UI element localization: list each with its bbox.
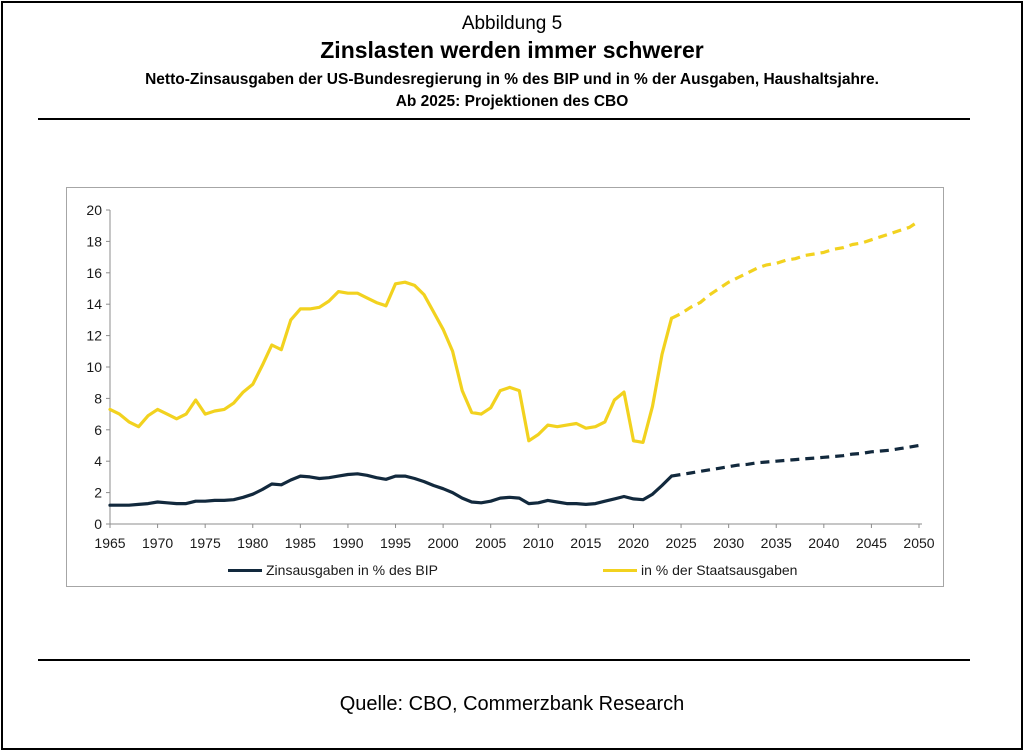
chart-subtitle-line2: Ab 2025: Projektionen des CBO: [395, 93, 629, 110]
x-tick-label: 1995: [380, 535, 411, 551]
x-tick-label: 2030: [713, 535, 744, 551]
x-tick-label: 2005: [475, 535, 506, 551]
x-tick-label: 1990: [332, 535, 363, 551]
x-tick-label: 2000: [428, 535, 459, 551]
series-line-1-historical: [108, 280, 674, 444]
y-tick-label: 2: [94, 485, 102, 501]
x-tick-label: 2020: [618, 535, 649, 551]
x-tick-label: 1970: [142, 535, 173, 551]
chart-subtitle-line1: Netto-Zinsausgaben der US-Bundesregierun…: [145, 71, 879, 88]
top-divider: [38, 118, 970, 120]
x-tick-label: 1965: [94, 535, 125, 551]
y-tick-label: 4: [94, 453, 102, 469]
source-note: Quelle: CBO, Commerzbank Research: [339, 693, 685, 715]
x-tick-label: 2045: [856, 535, 887, 551]
x-tick-label: 2010: [523, 535, 554, 551]
x-tick-label: 1985: [285, 535, 316, 551]
y-tick-label: 0: [94, 516, 102, 532]
y-tick-label: 20: [86, 202, 102, 218]
series-line-0-historical: [108, 472, 674, 507]
figure-label: Abbildung 5: [461, 13, 563, 34]
chart-title: Zinslasten werden immer schwerer: [320, 37, 704, 63]
x-tick-label: 2035: [761, 535, 792, 551]
y-tick-label: 12: [86, 328, 102, 344]
y-tick-label: 10: [86, 359, 102, 375]
chart-area: [66, 187, 944, 587]
legend-label-bip: Zinsausgaben in % des BIP: [266, 562, 438, 578]
y-tick-label: 6: [94, 422, 102, 438]
x-tick-label: 2050: [903, 535, 934, 551]
x-tick-label: 1975: [190, 535, 221, 551]
x-tick-label: 2040: [808, 535, 839, 551]
legend-label-staatsausgaben: in % der Staatsausgaben: [641, 562, 798, 578]
x-tick-label: 2025: [665, 535, 696, 551]
x-tick-label: 1980: [237, 535, 268, 551]
y-tick-label: 14: [86, 296, 102, 312]
y-tick-label: 16: [86, 265, 102, 281]
legend-swatch-staatsausgaben: [603, 569, 637, 572]
y-tick-label: 18: [86, 233, 102, 249]
x-tick-label: 2015: [570, 535, 601, 551]
legend-swatch-bip: [228, 569, 262, 572]
y-tick-label: 8: [94, 390, 102, 406]
series-line-0-projection: [671, 443, 920, 478]
bottom-divider: [38, 659, 970, 661]
series-line-1-projection: [670, 219, 920, 320]
